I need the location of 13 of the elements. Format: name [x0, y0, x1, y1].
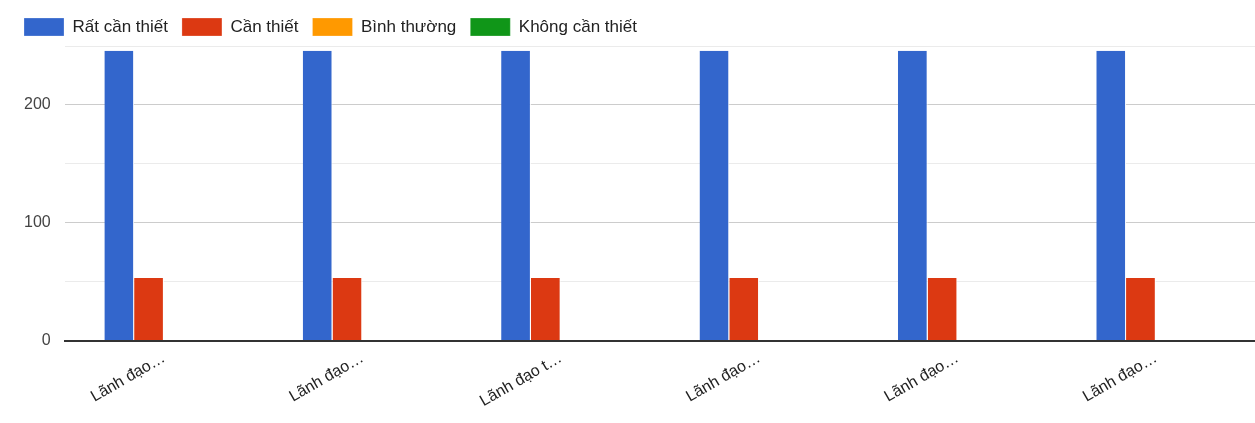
- x-tick-label: Lãnh đạo…: [285, 348, 366, 405]
- x-tick-label: Lãnh đạo t…: [476, 348, 565, 410]
- legend-label: Không cần thiết: [518, 16, 638, 36]
- legend-label: Cần thiết: [230, 16, 299, 36]
- legend-label: Rất cần thiết: [72, 16, 169, 36]
- x-tick-label: Lãnh đạo…: [682, 348, 763, 405]
- x-tick-label: Lãnh đạo…: [1079, 348, 1160, 405]
- legend-label: Bình thường: [360, 16, 457, 36]
- y-tick-label: 100: [23, 213, 51, 231]
- x-tick-label: Lãnh đạo…: [881, 348, 962, 405]
- y-tick-label: 200: [23, 95, 51, 113]
- x-tick-label: Lãnh đạo…: [87, 348, 168, 405]
- y-tick-label: 0: [41, 330, 51, 348]
